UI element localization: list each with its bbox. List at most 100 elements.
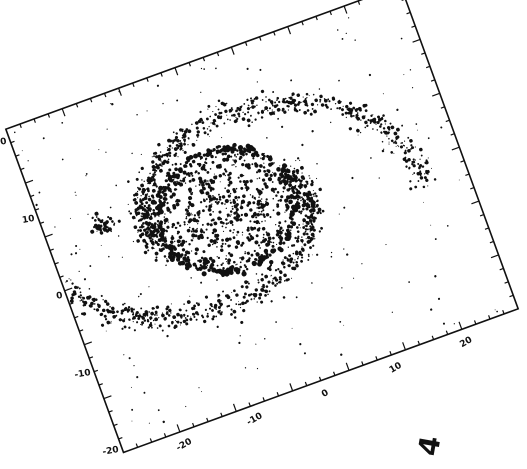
particle-point [257,281,260,284]
particle-point [150,311,155,316]
particle-point [252,157,255,160]
major-tick [459,322,462,330]
particle-point [364,109,368,113]
particle-point [308,175,310,177]
particle-point [191,214,193,216]
particle-point [154,323,155,324]
particle-point [313,109,318,114]
particle-point [154,317,159,322]
particle-point [255,273,257,275]
minor-tick [11,141,15,142]
particle-point [74,192,76,194]
particle-point [89,265,91,267]
particle-point [364,120,368,124]
particle-point [84,278,87,281]
particle-point [209,213,212,216]
particle-point [138,171,140,173]
particle-point [161,329,164,332]
minor-tick [451,134,455,135]
particle-point [405,165,408,168]
particle-point [206,315,209,318]
minor-tick [189,63,190,67]
particle-point [276,107,281,112]
particle-point [290,229,292,231]
particle-point [204,295,208,299]
y-tick-label: -10 [74,368,92,381]
particle-point [251,163,253,165]
particle-point [257,368,259,370]
particle-point [430,308,433,311]
particle-point [110,103,111,104]
particle-point [235,156,237,158]
particle-point [282,296,285,299]
particle-point [155,305,159,309]
particle-point [434,178,437,181]
particle-point [366,124,369,127]
particle-point [131,421,132,422]
particle-point [237,176,240,179]
particle-point [316,253,319,256]
particle-point [277,268,280,271]
particle-point [227,118,229,120]
particle-point [240,204,242,206]
particle-point [173,131,175,133]
particle-point [206,198,209,201]
particle-point [207,243,211,247]
particle-point [190,277,192,279]
particle-point [250,253,254,257]
particle-point [105,318,108,321]
particle-point [216,264,218,266]
particle-point [152,209,155,212]
particle-point [90,229,95,234]
x-tick-label: -20 [175,437,194,454]
particle-point [191,175,194,178]
particle-point [254,288,258,292]
particle-point [187,224,188,225]
particle-point [162,103,164,105]
minor-tick [510,295,514,296]
particle-point [385,123,386,124]
particle-point [267,236,272,241]
particle-point [101,245,102,246]
particle-point [406,147,408,149]
particle-point [330,121,332,123]
particle-point [276,191,279,194]
particle-point [239,257,241,259]
particle-point [139,313,140,314]
particle-point [417,130,418,131]
particle-point [244,113,247,116]
particle-point [191,123,193,125]
particle-point [242,194,247,199]
particle-point [295,261,298,264]
particle-point [376,129,378,131]
particle-point [203,319,207,323]
particle-point [272,236,275,239]
particle-point [272,181,274,183]
particle-point [260,300,264,304]
particle-point [301,172,303,174]
minor-tick [40,222,44,223]
particle-point [336,107,338,109]
particle-point [165,264,167,266]
particle-point [70,218,71,219]
particle-point [198,183,201,186]
particle-point [227,194,231,198]
particle-point [123,325,127,329]
particle-point [341,108,345,112]
x-tick-label: 20 [458,335,474,350]
particle-point [191,143,196,148]
particle-point [226,189,231,194]
particle-point [215,315,217,317]
minor-ticks [6,0,518,452]
particle-point [232,232,234,234]
minor-tick [470,188,474,189]
particle-point [300,260,304,264]
particle-point [435,238,437,240]
particle-point [160,151,162,153]
particle-point [207,207,212,212]
particle-point [401,124,403,126]
particle-point [208,126,210,128]
particle-point [266,137,268,139]
particle-point [78,271,80,273]
particle-point [318,230,321,233]
